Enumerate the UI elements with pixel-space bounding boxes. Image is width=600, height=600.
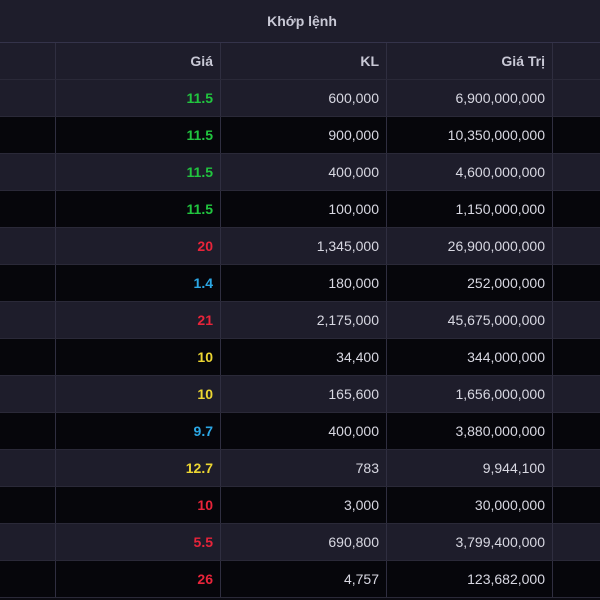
- price-cell: 10: [56, 339, 221, 375]
- volume-cell: 3,000: [221, 487, 387, 523]
- volume-cell: 34,400: [221, 339, 387, 375]
- table-row[interactable]: 5.5 690,800 3,799,400,000: [0, 524, 600, 561]
- volume-cell: 400,000: [221, 154, 387, 190]
- price-cell: 20: [56, 228, 221, 264]
- table-row[interactable]: 10 3,000 30,000,000: [0, 487, 600, 524]
- value-cell: 6,900,000,000: [387, 80, 553, 116]
- row-blank-cell-right: [553, 228, 600, 264]
- table-row[interactable]: 11.5 400,000 4,600,000,000: [0, 154, 600, 191]
- table-row[interactable]: 20 1,345,000 26,900,000,000: [0, 228, 600, 265]
- row-blank-cell-right: [553, 487, 600, 523]
- row-blank-cell: [0, 524, 56, 560]
- value-cell: 1,150,000,000: [387, 191, 553, 227]
- price-cell: 10: [56, 376, 221, 412]
- row-blank-cell: [0, 154, 56, 190]
- price-cell: 11.5: [56, 191, 221, 227]
- table-row[interactable]: 10 34,400 344,000,000: [0, 339, 600, 376]
- value-cell: 30,000,000: [387, 487, 553, 523]
- row-blank-cell-right: [553, 524, 600, 560]
- table-row[interactable]: 11.5 600,000 6,900,000,000: [0, 80, 600, 117]
- price-cell: 9.7: [56, 413, 221, 449]
- row-blank-cell-right: [553, 561, 600, 597]
- row-blank-cell-right: [553, 413, 600, 449]
- value-cell: 10,350,000,000: [387, 117, 553, 153]
- row-blank-cell-right: [553, 80, 600, 116]
- row-blank-cell: [0, 80, 56, 116]
- row-blank-cell: [0, 561, 56, 597]
- table-row[interactable]: 21 2,175,000 45,675,000,000: [0, 302, 600, 339]
- row-blank-cell: [0, 450, 56, 486]
- table-row[interactable]: 1.4 180,000 252,000,000: [0, 265, 600, 302]
- volume-cell: 165,600: [221, 376, 387, 412]
- row-blank-cell: [0, 191, 56, 227]
- price-cell: 10: [56, 487, 221, 523]
- column-header-row: Giá KL Giá Trị: [0, 43, 600, 80]
- table-row[interactable]: 11.5 100,000 1,150,000,000: [0, 191, 600, 228]
- column-header-value[interactable]: Giá Trị: [387, 43, 553, 79]
- column-header-volume[interactable]: KL: [221, 43, 387, 79]
- volume-cell: 100,000: [221, 191, 387, 227]
- price-cell: 26: [56, 561, 221, 597]
- value-cell: 252,000,000: [387, 265, 553, 301]
- section-header: Khớp lệnh: [0, 0, 600, 43]
- row-blank-cell: [0, 265, 56, 301]
- column-header-blank-right: [553, 43, 600, 79]
- volume-cell: 783: [221, 450, 387, 486]
- volume-cell: 2,175,000: [221, 302, 387, 338]
- row-blank-cell-right: [553, 117, 600, 153]
- row-blank-cell-right: [553, 376, 600, 412]
- table-row[interactable]: 26 4,757 123,682,000: [0, 561, 600, 598]
- row-blank-cell-right: [553, 191, 600, 227]
- value-cell: 4,600,000,000: [387, 154, 553, 190]
- value-cell: 9,944,100: [387, 450, 553, 486]
- column-header-blank: [0, 43, 56, 79]
- price-cell: 11.5: [56, 80, 221, 116]
- row-blank-cell: [0, 228, 56, 264]
- price-cell: 1.4: [56, 265, 221, 301]
- table-body: 11.5 600,000 6,900,000,000 11.5 900,000 10,35…: [0, 80, 600, 598]
- row-blank-cell-right: [553, 302, 600, 338]
- row-blank-cell: [0, 117, 56, 153]
- volume-cell: 4,757: [221, 561, 387, 597]
- value-cell: 1,656,000,000: [387, 376, 553, 412]
- value-cell: 45,675,000,000: [387, 302, 553, 338]
- price-cell: 11.5: [56, 154, 221, 190]
- row-blank-cell-right: [553, 450, 600, 486]
- row-blank-cell: [0, 302, 56, 338]
- value-cell: 123,682,000: [387, 561, 553, 597]
- row-blank-cell: [0, 339, 56, 375]
- table-row[interactable]: 10 165,600 1,656,000,000: [0, 376, 600, 413]
- value-cell: 26,900,000,000: [387, 228, 553, 264]
- price-cell: 11.5: [56, 117, 221, 153]
- table-row[interactable]: 12.7 783 9,944,100: [0, 450, 600, 487]
- column-header-price[interactable]: Giá: [56, 43, 221, 79]
- section-title: Khớp lệnh: [267, 13, 337, 29]
- row-blank-cell: [0, 413, 56, 449]
- value-cell: 344,000,000: [387, 339, 553, 375]
- table-row[interactable]: 9.7 400,000 3,880,000,000: [0, 413, 600, 450]
- row-blank-cell-right: [553, 154, 600, 190]
- value-cell: 3,799,400,000: [387, 524, 553, 560]
- volume-cell: 400,000: [221, 413, 387, 449]
- volume-cell: 180,000: [221, 265, 387, 301]
- row-blank-cell: [0, 376, 56, 412]
- row-blank-cell-right: [553, 265, 600, 301]
- value-cell: 3,880,000,000: [387, 413, 553, 449]
- volume-cell: 600,000: [221, 80, 387, 116]
- price-cell: 5.5: [56, 524, 221, 560]
- price-cell: 12.7: [56, 450, 221, 486]
- volume-cell: 690,800: [221, 524, 387, 560]
- table-row[interactable]: 11.5 900,000 10,350,000,000: [0, 117, 600, 154]
- row-blank-cell-right: [553, 339, 600, 375]
- volume-cell: 900,000: [221, 117, 387, 153]
- volume-cell: 1,345,000: [221, 228, 387, 264]
- price-cell: 21: [56, 302, 221, 338]
- row-blank-cell: [0, 487, 56, 523]
